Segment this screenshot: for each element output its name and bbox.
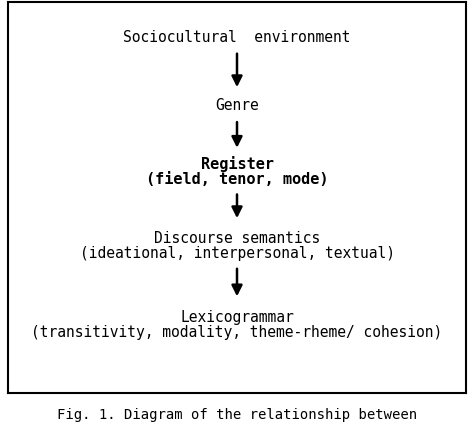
- Text: Sociocultural  environment: Sociocultural environment: [123, 30, 351, 45]
- Text: Genre: Genre: [215, 98, 259, 113]
- Text: Lexicogrammar: Lexicogrammar: [180, 310, 294, 324]
- Text: (transitivity, modality, theme-rheme/ cohesion): (transitivity, modality, theme-rheme/ co…: [31, 324, 443, 340]
- Text: Register: Register: [201, 156, 273, 172]
- Text: Discourse semantics: Discourse semantics: [154, 231, 320, 246]
- Text: (ideational, interpersonal, textual): (ideational, interpersonal, textual): [80, 246, 394, 261]
- Text: (field, tenor, mode): (field, tenor, mode): [146, 172, 328, 187]
- Text: Fig. 1. Diagram of the relationship between: Fig. 1. Diagram of the relationship betw…: [57, 408, 417, 422]
